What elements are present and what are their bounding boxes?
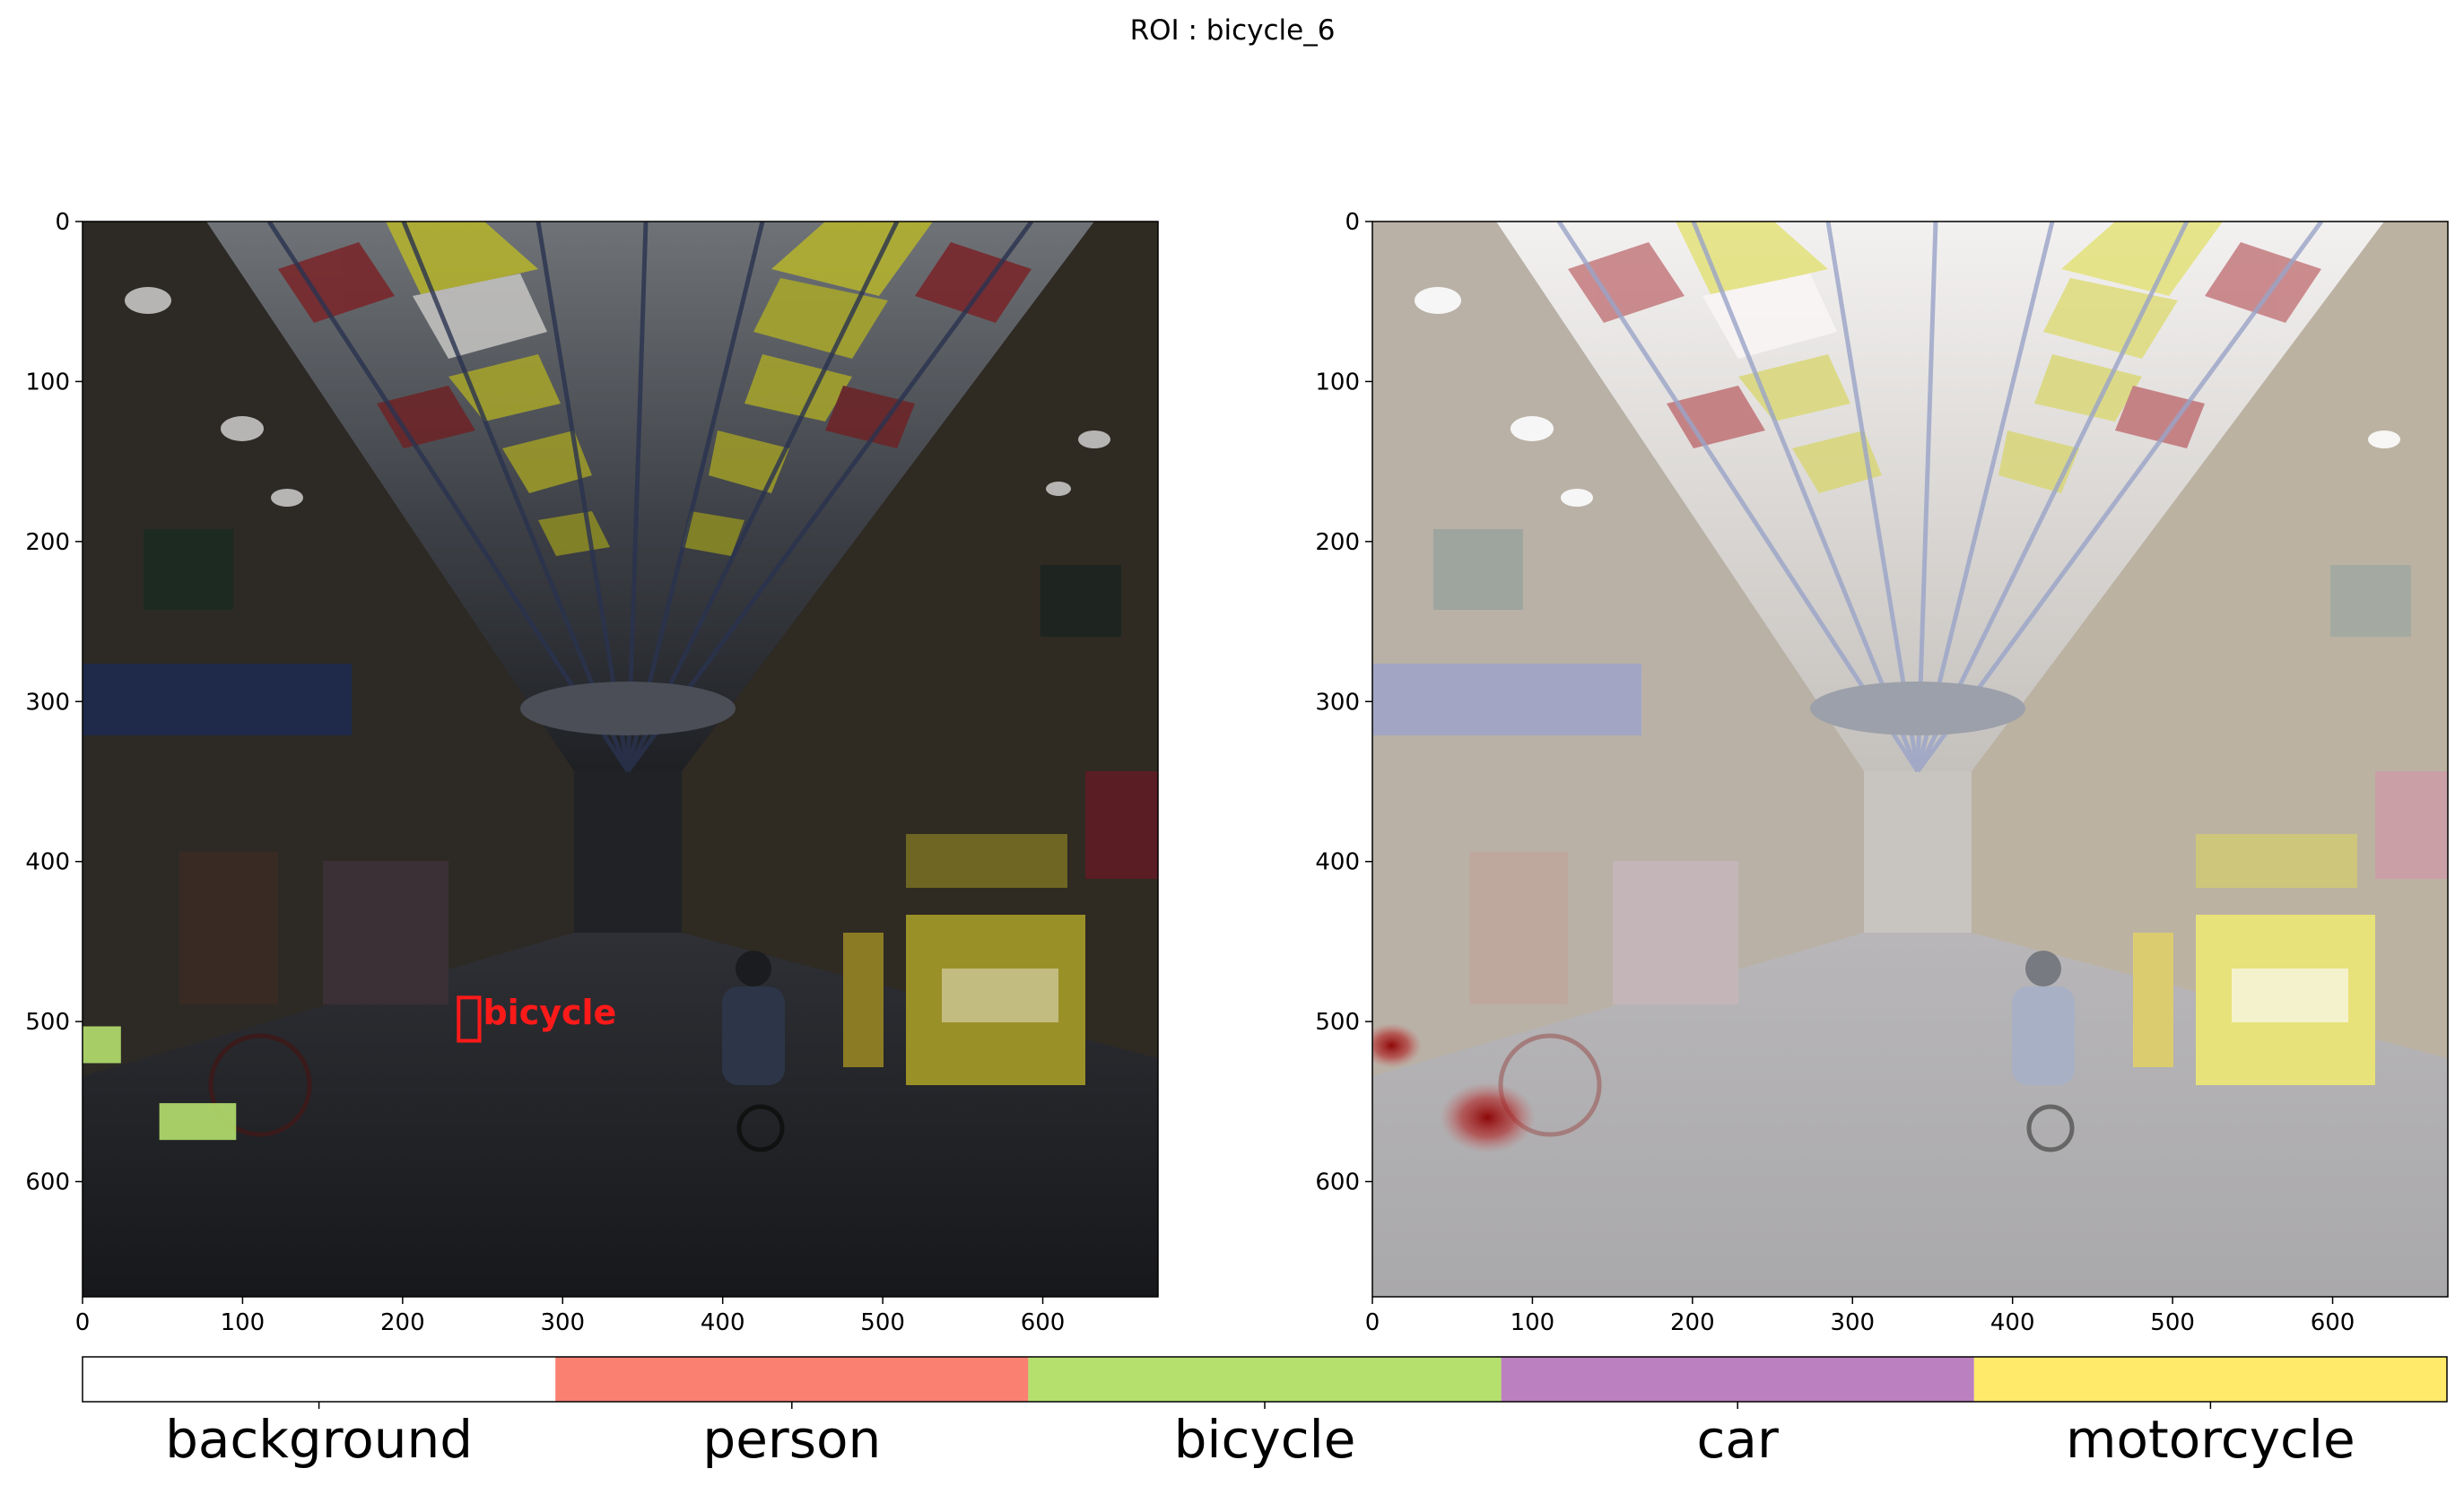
left-ytick-label-6: 600: [25, 1169, 70, 1196]
right-ytick-label-1: 100: [1315, 369, 1360, 395]
right-ytick-label-0: 0: [1345, 209, 1360, 236]
right-xtick-label-2: 200: [1670, 1309, 1715, 1336]
left-xtick-label-2: 200: [380, 1309, 425, 1336]
legend-swatch-bicycle: [1028, 1357, 1502, 1402]
left-xtick-label-0: 0: [75, 1309, 91, 1336]
right-xtick-label-4: 400: [1990, 1309, 2035, 1336]
right-ytick-label-2: 200: [1315, 529, 1360, 556]
figure-title: ROI : bicycle_6: [1130, 14, 1336, 47]
roi-box: [457, 995, 482, 1043]
right-ytick-label-5: 500: [1315, 1009, 1360, 1036]
left-ytick-label-1: 100: [25, 369, 70, 395]
right-ytick-label-3: 300: [1315, 689, 1360, 716]
right-xtick-label-6: 600: [2311, 1309, 2355, 1336]
roi-label: bicycle: [483, 993, 616, 1032]
attention-heat-spot-0: [1372, 1022, 1423, 1068]
left-ytick-label-2: 200: [25, 529, 70, 556]
left-panel: bicycle 0 100 200 300 400 500 600 0 100 200 300 400…: [25, 209, 1159, 1336]
legend-label-car: car: [1697, 1409, 1779, 1470]
right-panel: 0 100 200 300 400 500 600 0 100 200 300 400 500 600: [1315, 209, 2449, 1336]
left-ytick-label-4: 400: [25, 849, 70, 876]
left-ytick-label-5: 500: [25, 1009, 70, 1036]
legend-swatch-person: [555, 1357, 1029, 1402]
left-xtick-label-6: 600: [1021, 1309, 1066, 1336]
left-photo: bicycle: [83, 222, 1158, 1297]
attention-heat-spot-1: [1440, 1082, 1536, 1153]
left-ytick-label-3: 300: [25, 689, 70, 716]
bicycle-mask-region-0: [83, 1026, 121, 1064]
class-legend: background person bicycle car motorcycle: [82, 1356, 2448, 1470]
legend-swatch-background: [83, 1357, 556, 1402]
legend-swatch-car: [1501, 1357, 1974, 1402]
left-xtick-label-5: 500: [860, 1309, 905, 1336]
right-photo: [1372, 222, 2448, 1297]
legend-label-motorcycle: motorcycle: [2066, 1409, 2355, 1470]
bicycle-mask-region-1: [159, 1103, 237, 1141]
left-xtick-label-3: 300: [540, 1309, 585, 1336]
left-ytick-label-0: 0: [55, 209, 70, 236]
legend-label-person: person: [702, 1409, 881, 1470]
legend-label-background: background: [165, 1409, 473, 1470]
left-xtick-label-1: 100: [221, 1309, 266, 1336]
right-xtick-label-1: 100: [1511, 1309, 1555, 1336]
right-xtick-label-5: 500: [2150, 1309, 2195, 1336]
legend-swatch-motorcycle: [1973, 1357, 2447, 1402]
legend-label-bicycle: bicycle: [1174, 1409, 1356, 1470]
right-xtick-label-0: 0: [1365, 1309, 1380, 1336]
right-xtick-label-3: 300: [1830, 1309, 1875, 1336]
right-ytick-label-6: 600: [1315, 1169, 1360, 1196]
left-xtick-label-4: 400: [701, 1309, 745, 1336]
right-ytick-label-4: 400: [1315, 849, 1360, 876]
